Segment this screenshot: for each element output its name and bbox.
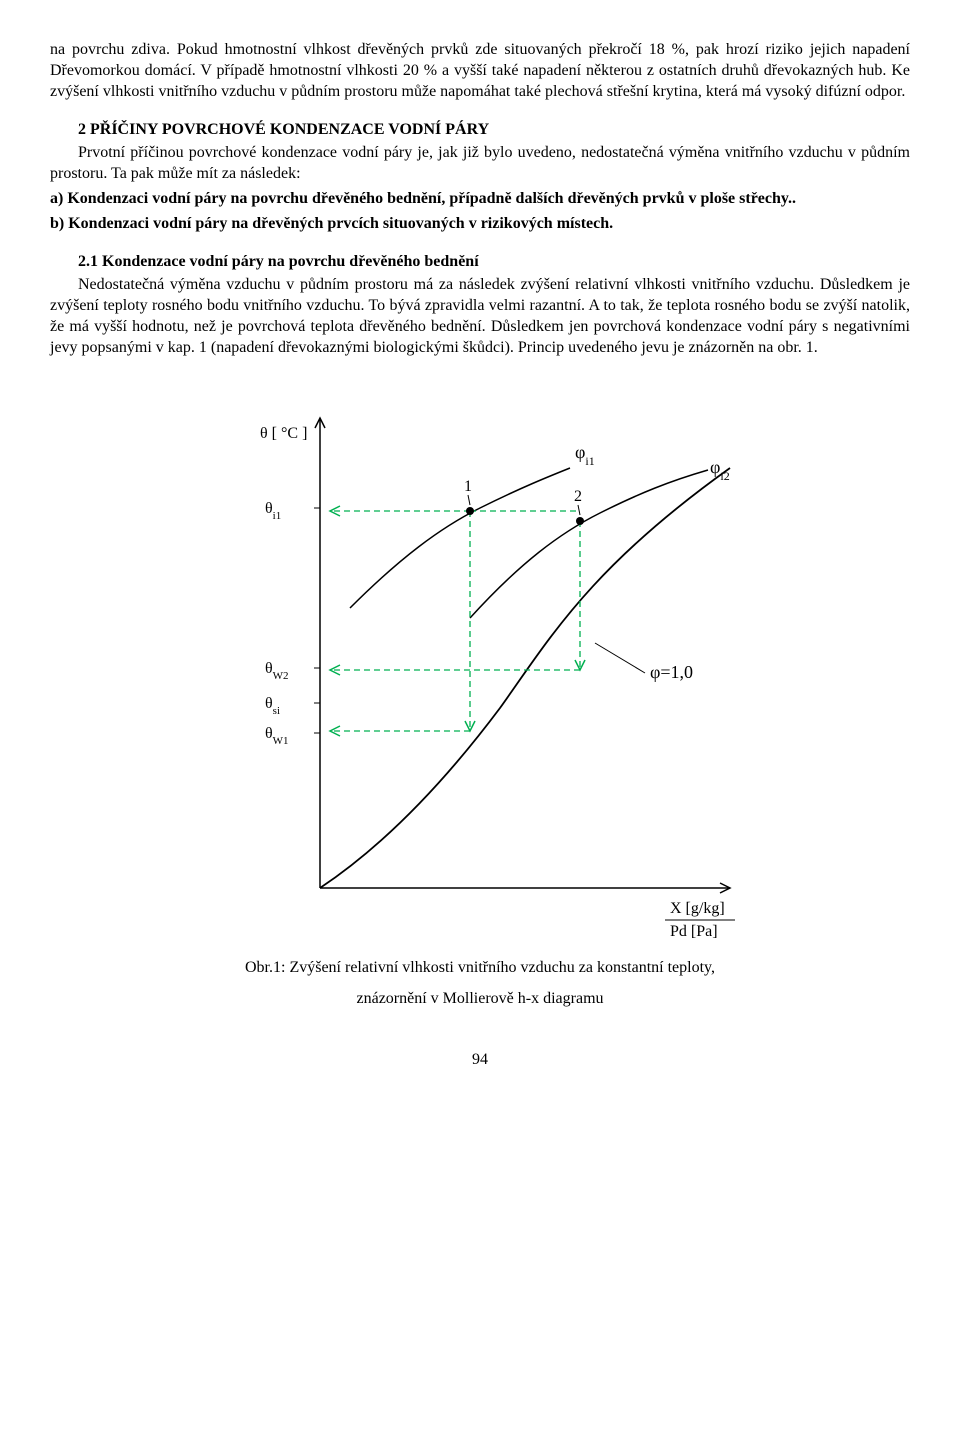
svg-text:θW1: θW1 — [265, 725, 289, 747]
svg-text:θW2: θW2 — [265, 660, 289, 682]
svg-text:2: 2 — [574, 488, 582, 505]
svg-text:θ [ °C ]: θ [ °C ] — [260, 425, 307, 442]
svg-text:X [g/kg]: X [g/kg] — [670, 900, 725, 917]
svg-text:φ=1,0: φ=1,0 — [650, 662, 693, 682]
svg-text:φi1: φi1 — [575, 442, 595, 468]
svg-text:φi2: φi2 — [710, 457, 730, 483]
list-item-b: b) Kondenzaci vodní páry na dřevěných pr… — [50, 214, 910, 235]
page-number: 94 — [50, 1050, 910, 1071]
body-paragraph: Prvotní příčinou povrchové kondenzace vo… — [50, 143, 910, 185]
list-item-a: a) Kondenzaci vodní páry na povrchu dřev… — [50, 189, 910, 210]
svg-text:1: 1 — [464, 478, 472, 495]
section-heading: 2 PŘÍČINY POVRCHOVÉ KONDENZACE VODNÍ PÁR… — [50, 120, 910, 141]
body-paragraph: Nedostatečná výměna vzduchu v půdním pro… — [50, 275, 910, 358]
mollier-diagram: θ [ °C ] X [g/kg] Pd [Pa] θi1 θW2 θsi θW1 φi1 φi… — [200, 388, 760, 948]
svg-text:θsi: θsi — [265, 695, 280, 717]
figure-caption: Obr.1: Zvýšení relativní vlhkosti vnitřn… — [50, 958, 910, 979]
body-paragraph: na povrchu zdiva. Pokud hmotnostní vlhko… — [50, 40, 910, 102]
figure-caption: znázornění v Mollierově h-x diagramu — [50, 989, 910, 1010]
svg-text:θi1: θi1 — [265, 500, 281, 522]
svg-text:Pd [Pa]: Pd [Pa] — [670, 923, 718, 940]
subsection-heading: 2.1 Kondenzace vodní páry na povrchu dře… — [50, 252, 910, 273]
